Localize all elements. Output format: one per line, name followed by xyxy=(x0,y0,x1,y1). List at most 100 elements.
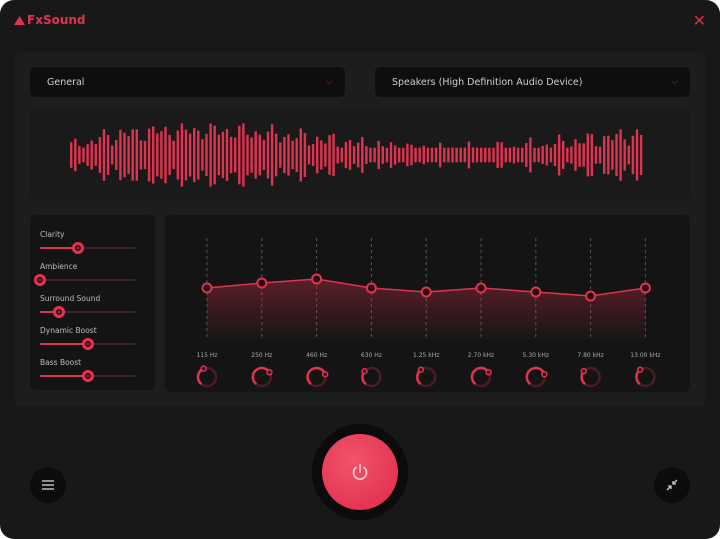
waveform-bar xyxy=(590,134,594,176)
waveform-bar xyxy=(381,146,384,164)
eq-knob-fill xyxy=(251,366,271,385)
waveform-bar xyxy=(529,137,532,173)
slider-handle[interactable] xyxy=(53,306,65,318)
menu-button[interactable] xyxy=(30,467,66,503)
waveform-bar xyxy=(184,129,188,181)
waveform-bar xyxy=(484,147,487,163)
waveform-bar xyxy=(627,145,630,165)
slider-handle[interactable] xyxy=(72,242,84,254)
waveform-bar xyxy=(516,147,520,163)
waveform-bar xyxy=(443,147,446,163)
close-button[interactable]: ✕ xyxy=(693,11,706,30)
slider-handle[interactable] xyxy=(82,370,95,382)
preset-dropdown[interactable]: General ⌵ xyxy=(30,67,345,97)
waveform-bar xyxy=(270,124,274,186)
waveform-bar xyxy=(525,143,528,167)
eq-band-handle[interactable] xyxy=(530,286,542,298)
slider-handle[interactable] xyxy=(34,274,46,286)
waveform-bar xyxy=(582,143,585,167)
waveform-bar xyxy=(545,144,548,166)
waveform-bar xyxy=(156,133,159,177)
eq-knob-handle[interactable] xyxy=(636,366,644,373)
waveform-bar xyxy=(143,140,147,170)
eq-knob-handle[interactable] xyxy=(200,365,207,372)
waveform-bar xyxy=(332,133,335,177)
waveform-bar xyxy=(574,139,577,171)
effect-label: Ambience xyxy=(40,262,78,271)
power-button[interactable] xyxy=(322,434,398,510)
waveform-bar xyxy=(393,145,397,165)
waveform-bar xyxy=(467,141,471,169)
eq-band-handle[interactable] xyxy=(639,282,651,294)
waveform-bar xyxy=(168,134,171,176)
effect-slider-row: Surround Sound xyxy=(40,294,135,318)
eq-band-handle[interactable] xyxy=(311,273,323,285)
waveform-bar xyxy=(352,146,356,164)
waveform-bar xyxy=(254,131,257,179)
waveform-bar xyxy=(106,134,110,176)
effect-slider[interactable] xyxy=(40,370,135,382)
eq-band-handle[interactable] xyxy=(475,282,487,294)
waveform-bar xyxy=(197,130,200,180)
waveform-bar xyxy=(455,147,458,163)
eq-band-handle[interactable] xyxy=(420,286,432,298)
waveform-bar xyxy=(152,126,155,184)
power-icon xyxy=(352,463,368,480)
minimize-button[interactable] xyxy=(654,467,690,503)
slider-fill xyxy=(40,247,78,249)
waveform-bar xyxy=(557,134,561,176)
effect-label: Dynamic Boost xyxy=(40,326,97,335)
waveform-bar xyxy=(102,129,106,181)
waveform-bar xyxy=(127,136,130,174)
waveform-bar xyxy=(291,140,294,170)
waveform-bar xyxy=(488,147,491,163)
effect-slider[interactable] xyxy=(40,338,135,350)
waveform-bar xyxy=(639,134,643,176)
waveform-bar xyxy=(635,129,639,181)
waveform-bar xyxy=(217,134,220,176)
effect-slider[interactable] xyxy=(34,274,135,286)
eq-knob-handle[interactable] xyxy=(266,369,273,376)
waveform-bar xyxy=(414,147,417,163)
waveform-bar xyxy=(340,147,343,163)
waveform-visualizer xyxy=(30,110,690,200)
waveform-bar xyxy=(135,129,138,181)
slider-handle[interactable] xyxy=(82,338,95,350)
eq-band-handle[interactable] xyxy=(585,290,597,302)
waveform-bar xyxy=(229,136,233,174)
waveform-bar xyxy=(86,144,89,166)
waveform-bar xyxy=(373,147,376,163)
close-icon: ✕ xyxy=(692,11,706,30)
eq-band-handle[interactable] xyxy=(365,282,377,294)
app-title: FxSound xyxy=(27,13,86,27)
waveform-bar xyxy=(422,145,425,165)
effect-slider[interactable] xyxy=(40,306,135,318)
waveform-bar xyxy=(611,140,614,170)
waveform-bar xyxy=(213,125,216,185)
effect-slider-row: Ambience xyxy=(34,262,135,286)
eq-knob-handle[interactable] xyxy=(417,366,425,373)
eq-band-label: 115 Hz xyxy=(196,352,217,359)
eq-knob-handle[interactable] xyxy=(485,369,492,376)
eq-band-handle[interactable] xyxy=(201,282,213,294)
eq-knob-fill xyxy=(470,366,490,385)
waveform-bar xyxy=(459,147,462,163)
device-dropdown[interactable]: Speakers (High Definition Audio Device) … xyxy=(375,67,690,97)
eq-knob-handle[interactable] xyxy=(541,370,548,378)
eq-knob-handle[interactable] xyxy=(361,367,368,375)
waveform-bar xyxy=(631,135,635,175)
eq-knob-handle[interactable] xyxy=(580,367,588,375)
waveform-bar xyxy=(221,131,225,179)
waveform-bar xyxy=(430,147,434,163)
effect-slider[interactable] xyxy=(40,242,135,254)
waveform-bar xyxy=(234,137,237,173)
waveform-bar xyxy=(398,147,401,163)
eq-band-handle[interactable] xyxy=(256,277,268,289)
waveform-bar xyxy=(279,142,282,168)
waveform-bar xyxy=(623,139,626,171)
waveform-bar xyxy=(299,128,302,182)
waveform-bar xyxy=(533,147,536,163)
eq-knob-handle[interactable] xyxy=(321,370,329,378)
app-logo: FxSound xyxy=(14,13,86,27)
waveform-bar xyxy=(521,147,524,163)
